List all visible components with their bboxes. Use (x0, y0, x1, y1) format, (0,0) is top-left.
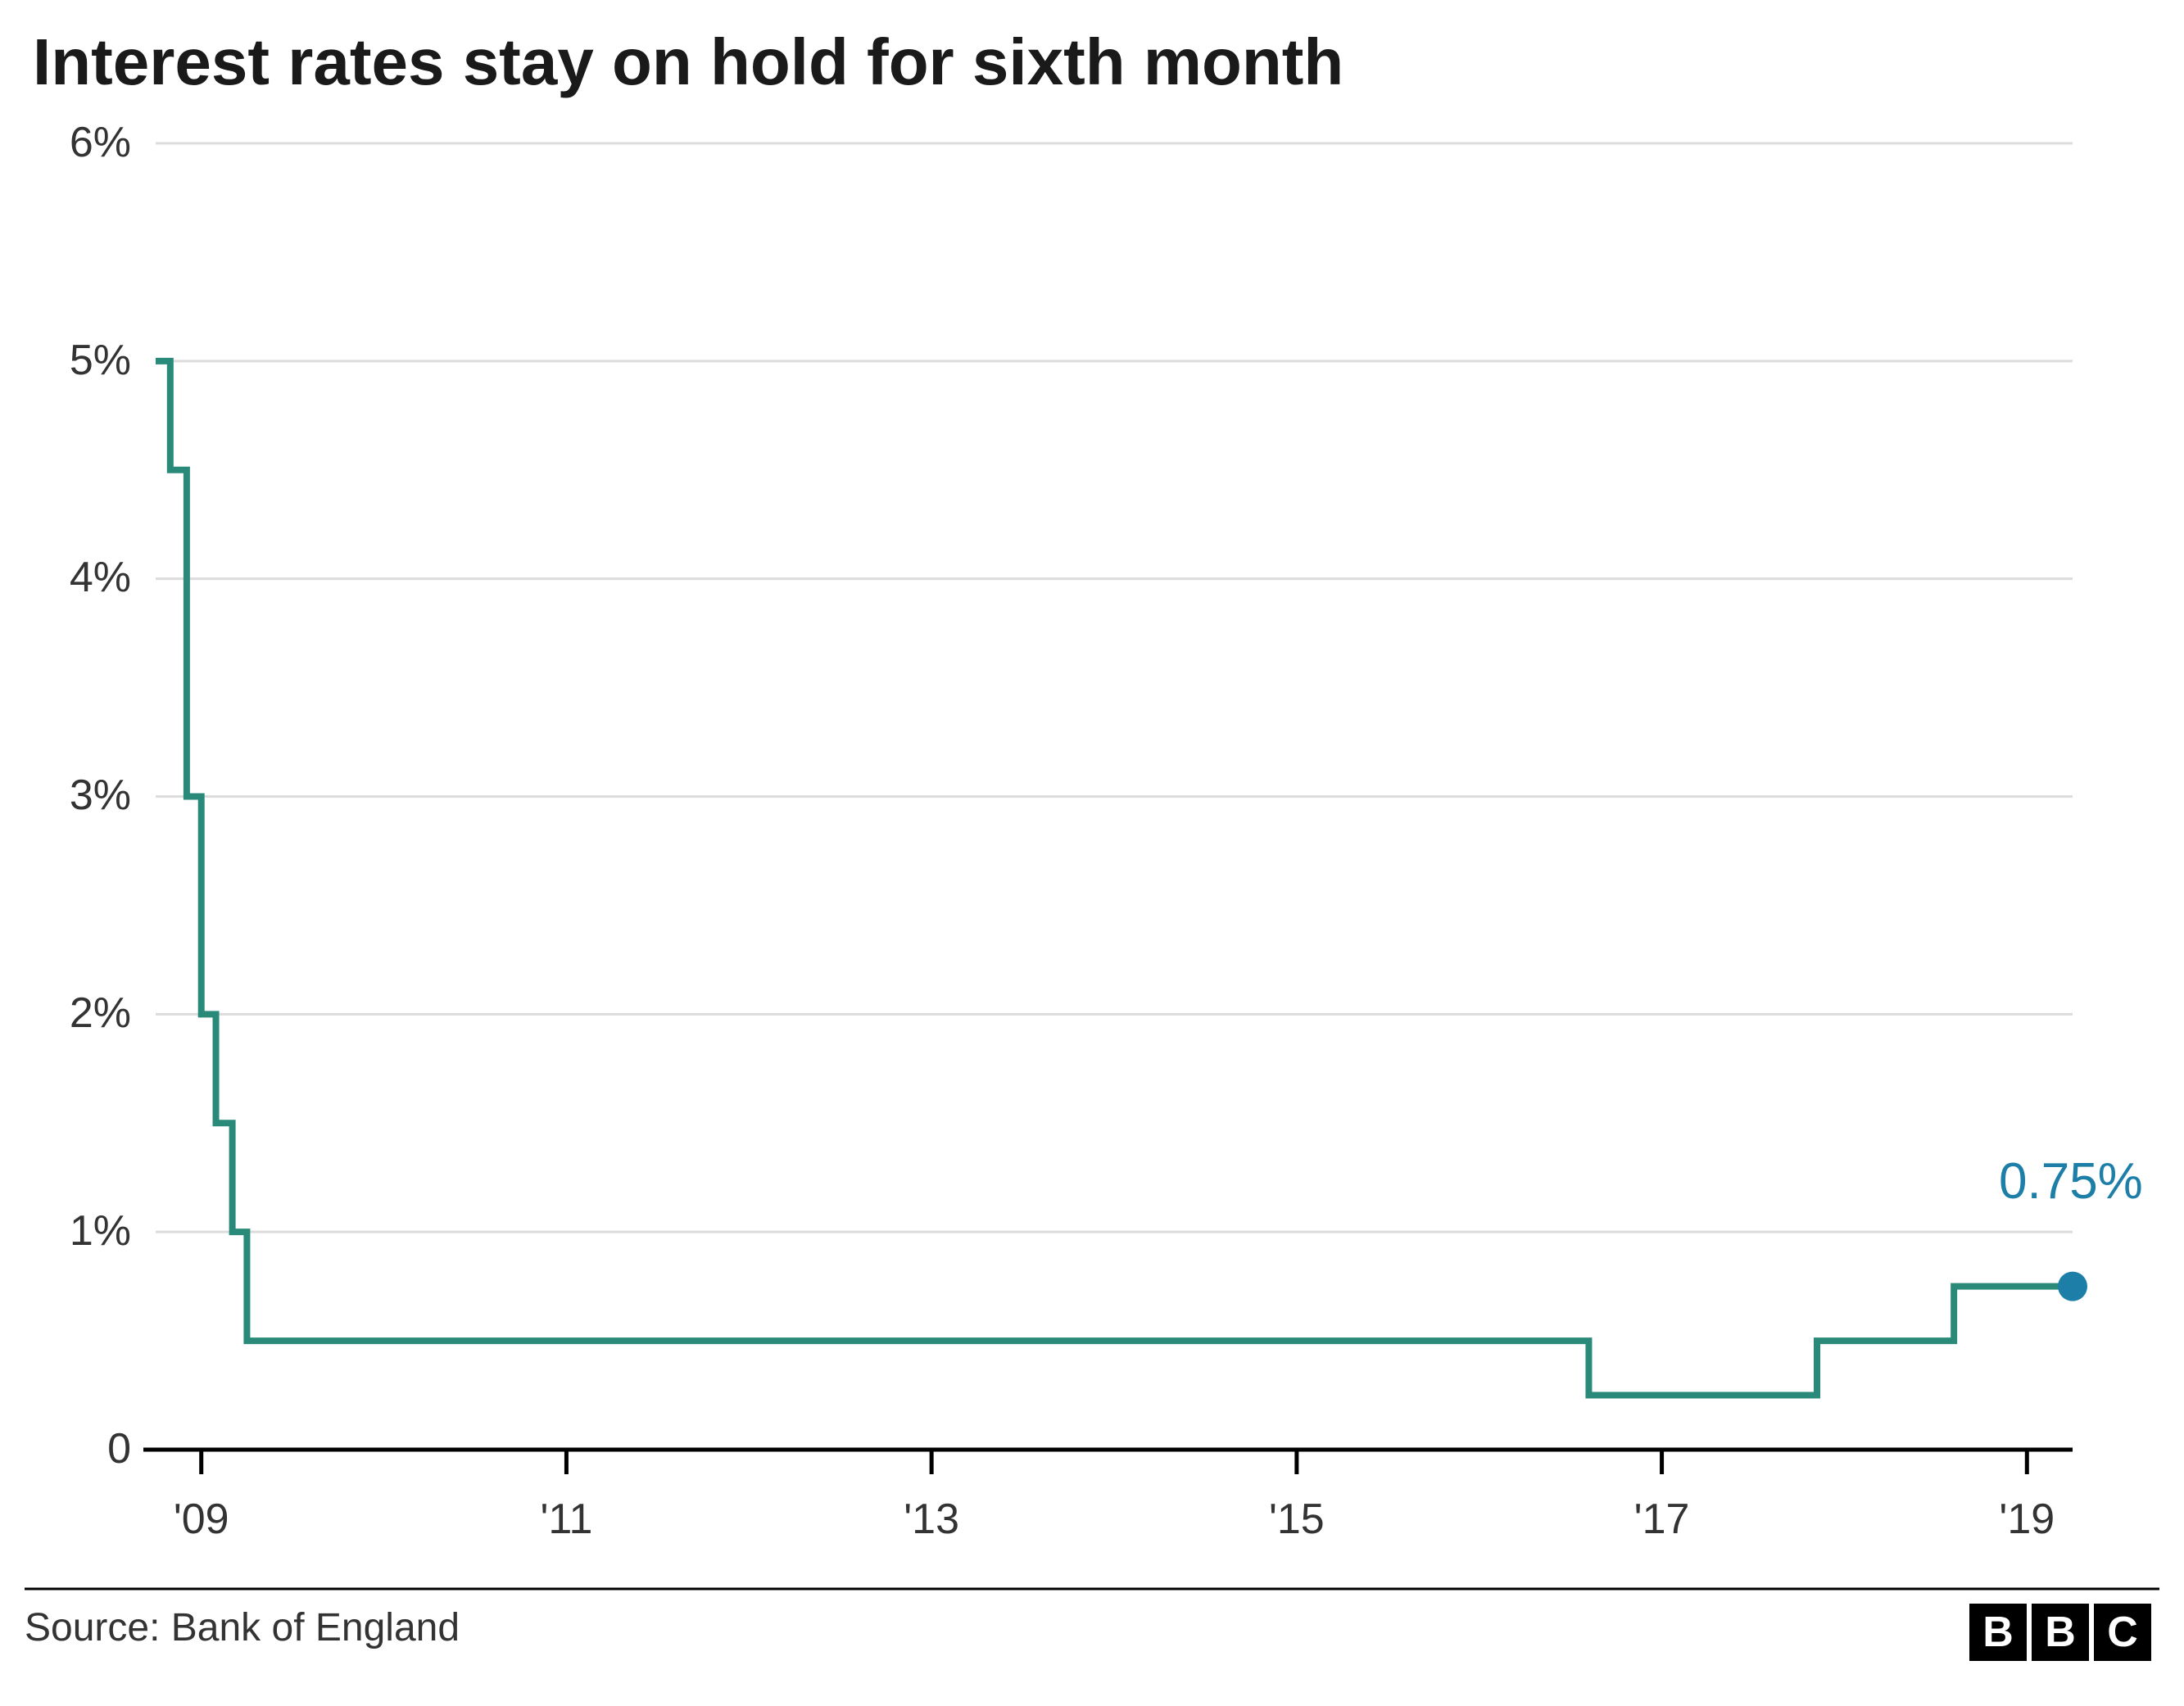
x-tick-label: '11 (517, 1495, 615, 1544)
chart-container: Interest rates stay on hold for sixth mo… (0, 0, 2184, 1706)
chart-plot (0, 0, 2184, 1706)
y-tick-label: 5% (8, 336, 131, 385)
y-tick-label: 4% (8, 553, 131, 602)
x-tick-label: '13 (882, 1495, 981, 1544)
y-tick-label: 6% (8, 118, 131, 167)
y-tick-label: 0 (8, 1424, 131, 1473)
y-tick-label: 1% (8, 1206, 131, 1256)
x-tick-label: '09 (152, 1495, 251, 1544)
brand-letter: B (1969, 1604, 2027, 1661)
brand-letter: C (2094, 1604, 2151, 1661)
y-tick-label: 2% (8, 989, 131, 1038)
endpoint-annotation: 0.75% (1999, 1152, 2143, 1210)
x-tick-label: '17 (1613, 1495, 1711, 1544)
x-tick-label: '15 (1248, 1495, 1346, 1544)
y-tick-label: 3% (8, 771, 131, 820)
brand-logo: BBC (1969, 1604, 2151, 1661)
source-text: Source: Bank of England (25, 1605, 460, 1650)
chart-title: Interest rates stay on hold for sixth mo… (33, 25, 1343, 100)
x-tick-label: '19 (1978, 1495, 2076, 1544)
brand-letter: B (2032, 1604, 2089, 1661)
